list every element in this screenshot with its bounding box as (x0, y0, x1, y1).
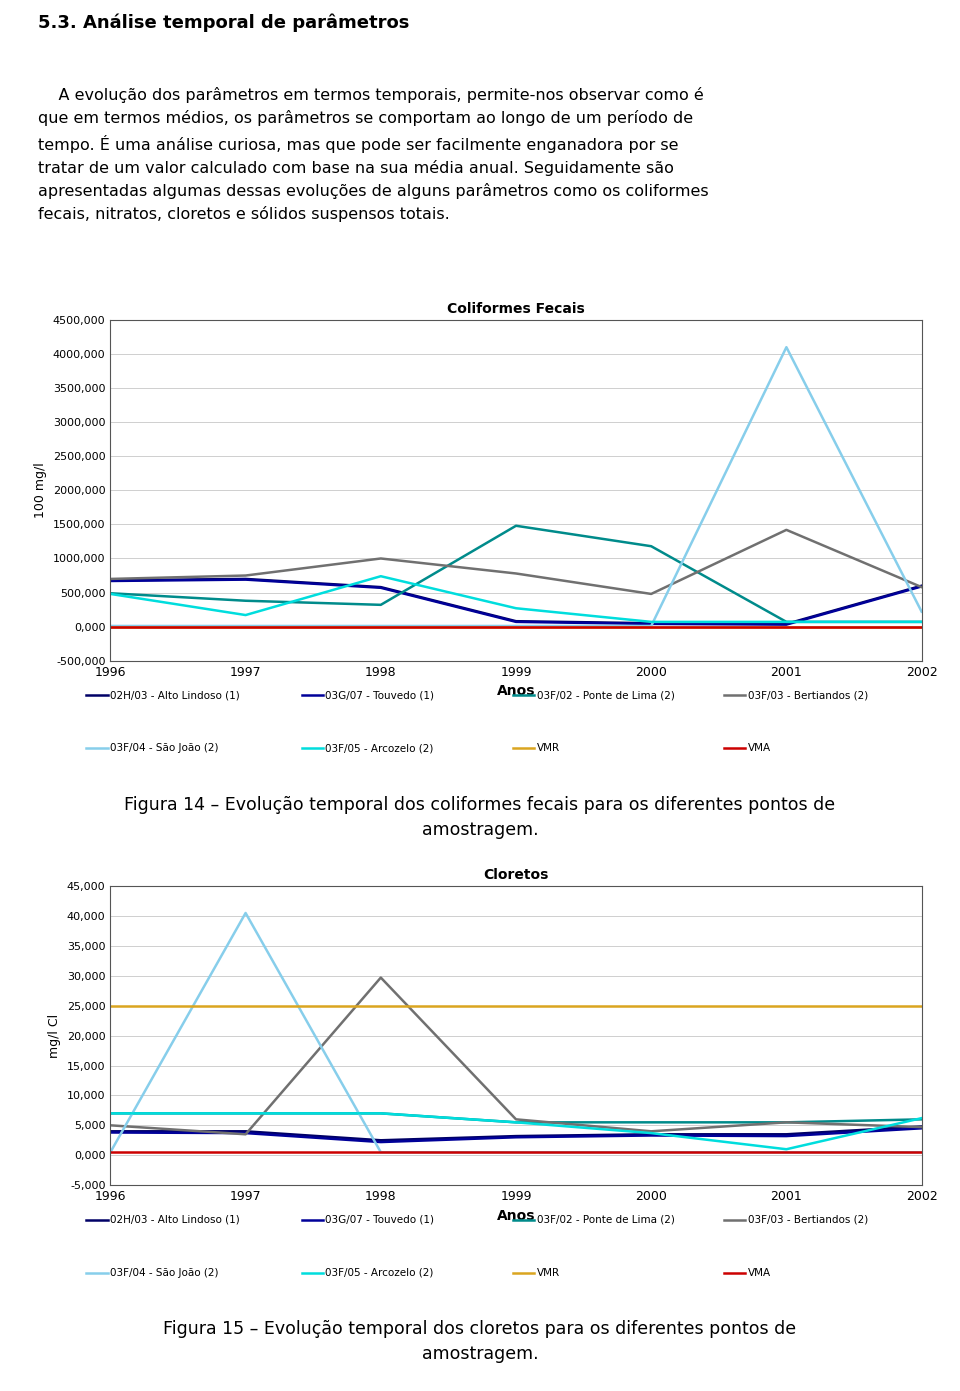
Text: 02H/03 - Alto Lindoso (1): 02H/03 - Alto Lindoso (1) (110, 1214, 240, 1225)
X-axis label: Anos: Anos (496, 1209, 536, 1223)
Title: Coliformes Fecais: Coliformes Fecais (447, 302, 585, 316)
Y-axis label: 100 mg/l: 100 mg/l (35, 462, 47, 519)
Text: 03G/07 - Touvedo (1): 03G/07 - Touvedo (1) (325, 690, 435, 701)
Text: 02H/03 - Alto Lindoso (1): 02H/03 - Alto Lindoso (1) (110, 690, 240, 701)
Text: 03F/02 - Ponte de Lima (2): 03F/02 - Ponte de Lima (2) (537, 690, 675, 701)
Y-axis label: mg/l Cl: mg/l Cl (48, 1014, 61, 1057)
Text: A evolução dos parâmetros em termos temporais, permite-nos observar como é
que e: A evolução dos parâmetros em termos temp… (38, 88, 709, 223)
Text: 03F/04 - São João (2): 03F/04 - São João (2) (110, 743, 219, 754)
Text: Figura 15 – Evolução temporal dos cloretos para os diferentes pontos de
amostrag: Figura 15 – Evolução temporal dos cloret… (163, 1320, 797, 1363)
Title: Cloretos: Cloretos (483, 868, 549, 882)
Text: Figura 14 – Evolução temporal dos coliformes fecais para os diferentes pontos de: Figura 14 – Evolução temporal dos colifo… (125, 796, 835, 839)
Text: VMR: VMR (537, 1267, 560, 1278)
Text: 03F/05 - Arcozelo (2): 03F/05 - Arcozelo (2) (325, 1267, 434, 1278)
Text: VMA: VMA (748, 1267, 771, 1278)
Text: 5.3. Análise temporal de parâmetros: 5.3. Análise temporal de parâmetros (38, 14, 410, 32)
X-axis label: Anos: Anos (496, 684, 536, 698)
Text: 03F/02 - Ponte de Lima (2): 03F/02 - Ponte de Lima (2) (537, 1214, 675, 1225)
Text: 03G/07 - Touvedo (1): 03G/07 - Touvedo (1) (325, 1214, 435, 1225)
Text: 03F/05 - Arcozelo (2): 03F/05 - Arcozelo (2) (325, 743, 434, 754)
Text: VMR: VMR (537, 743, 560, 754)
Text: 03F/04 - São João (2): 03F/04 - São João (2) (110, 1267, 219, 1278)
Text: 03F/03 - Bertiandos (2): 03F/03 - Bertiandos (2) (748, 1214, 868, 1225)
Text: VMA: VMA (748, 743, 771, 754)
Text: 03F/03 - Bertiandos (2): 03F/03 - Bertiandos (2) (748, 690, 868, 701)
